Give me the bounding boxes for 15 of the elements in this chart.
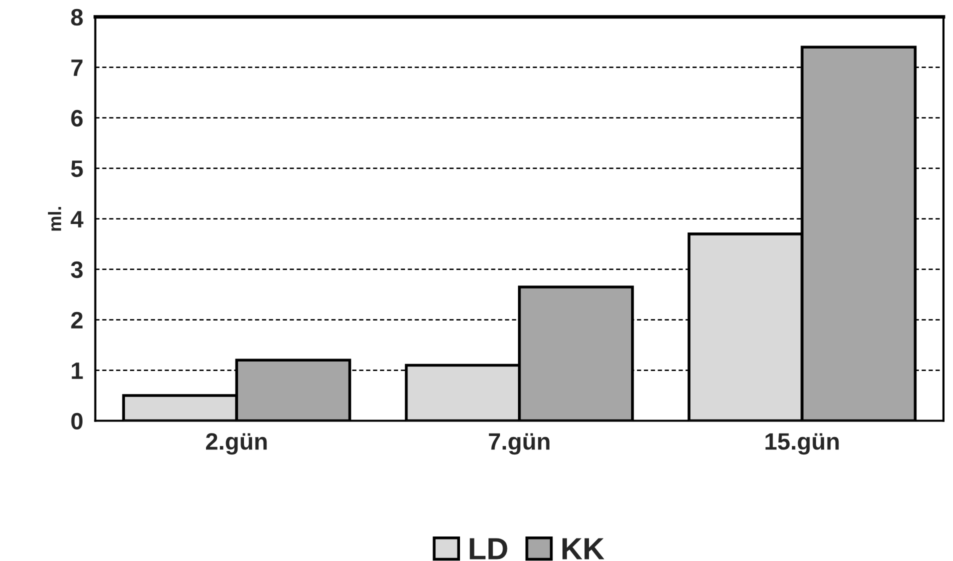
legend-label: LD [470,538,508,560]
legend-label: KK [562,538,604,560]
x-tick-label: 15.gün [766,433,839,455]
x-tick-label: 2.gün [206,433,267,455]
x-tick-label: 7.gün [488,433,550,455]
y-tick-label: 4 [70,211,84,228]
y-tick-label: 7 [71,60,82,76]
y-tick-label: 3 [70,261,83,278]
y-tick-label: 1 [72,362,83,379]
y-tick-label: 6 [71,110,83,127]
y-tick-label: 5 [71,160,83,178]
y-axis-title: ml. [48,206,62,231]
y-tick-label: 2 [71,312,83,328]
y-tick-label: 8 [71,8,83,26]
y-tick-label: 0 [71,412,83,430]
